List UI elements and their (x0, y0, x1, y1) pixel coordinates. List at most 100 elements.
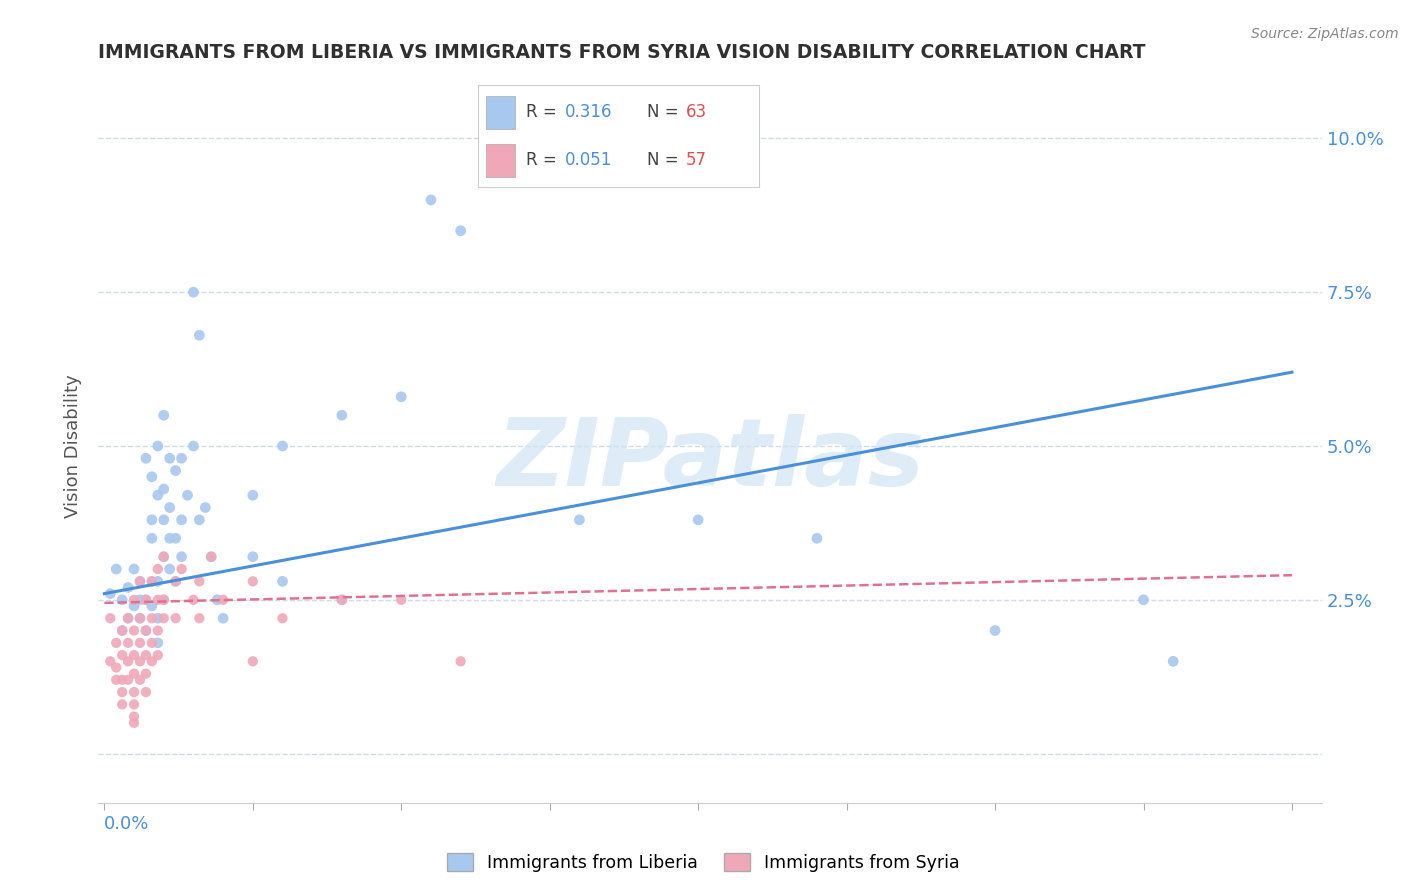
Point (152, 409, 174, 423)
Text: IMMIGRANTS FROM LIBERIA VS IMMIGRANTS FROM SYRIA VISION DISABILITY CORRELATION C: IMMIGRANTS FROM LIBERIA VS IMMIGRANTS FR… (98, 44, 1146, 62)
Point (188, 611, 211, 625)
Point (111, 592, 134, 607)
Point (117, 654, 139, 668)
Text: 0.0%: 0.0% (104, 815, 149, 833)
Point (146, 636, 169, 650)
Legend: Immigrants from Liberia, Immigrants from Syria: Immigrants from Liberia, Immigrants from… (440, 847, 966, 879)
Point (122, 562, 145, 576)
Point (129, 574, 152, 589)
Point (146, 624, 169, 638)
Point (111, 624, 134, 638)
Point (135, 592, 157, 607)
Point (135, 685, 157, 699)
Point (450, 654, 472, 668)
Point (122, 592, 145, 607)
Point (146, 488, 169, 502)
Point (568, 513, 591, 527)
Point (117, 581, 139, 595)
Point (183, 592, 205, 607)
Point (122, 698, 145, 712)
Point (111, 624, 134, 638)
Point (122, 648, 145, 662)
Point (200, 549, 222, 564)
Point (135, 624, 157, 638)
Point (152, 549, 174, 564)
Point (389, 592, 412, 607)
Point (165, 574, 187, 589)
Point (105, 673, 128, 687)
Point (146, 439, 169, 453)
Point (135, 592, 157, 607)
Point (141, 469, 163, 483)
Point (389, 390, 412, 404)
Y-axis label: Vision Disability: Vision Disability (65, 374, 83, 518)
Text: R =: R = (526, 151, 562, 169)
Point (165, 464, 187, 478)
Point (242, 549, 264, 564)
Point (242, 654, 264, 668)
Point (152, 592, 174, 607)
Point (141, 611, 163, 625)
Point (122, 709, 145, 723)
Point (111, 648, 134, 662)
Text: N =: N = (647, 151, 683, 169)
Point (188, 574, 211, 589)
Point (122, 599, 145, 613)
Point (688, 513, 710, 527)
Point (135, 648, 157, 662)
Point (117, 611, 139, 625)
Point (141, 654, 163, 668)
Point (129, 592, 152, 607)
Point (135, 624, 157, 638)
Point (111, 673, 134, 687)
Point (170, 549, 193, 564)
Point (129, 636, 152, 650)
Point (330, 409, 353, 423)
Point (200, 549, 222, 564)
Point (212, 611, 235, 625)
Point (98, 611, 121, 625)
Point (984, 624, 1007, 638)
FancyBboxPatch shape (486, 96, 515, 128)
Point (129, 654, 152, 668)
Point (141, 574, 163, 589)
Point (117, 611, 139, 625)
Point (183, 439, 205, 453)
Point (141, 513, 163, 527)
Point (105, 660, 128, 674)
Point (152, 592, 174, 607)
Point (330, 592, 353, 607)
Point (176, 488, 198, 502)
Point (159, 562, 181, 576)
Point (141, 599, 163, 613)
Point (194, 500, 217, 515)
Text: 0.316: 0.316 (565, 103, 613, 121)
Point (146, 562, 169, 576)
Point (129, 574, 152, 589)
Point (129, 611, 152, 625)
Point (170, 451, 193, 466)
Point (111, 685, 134, 699)
Point (111, 698, 134, 712)
Point (141, 531, 163, 545)
Point (170, 562, 193, 576)
Point (152, 549, 174, 564)
Point (117, 673, 139, 687)
Point (141, 574, 163, 589)
Point (122, 685, 145, 699)
Point (146, 648, 169, 662)
Point (129, 611, 152, 625)
Text: 57: 57 (686, 151, 707, 169)
Text: N =: N = (647, 103, 683, 121)
Point (105, 636, 128, 650)
Point (122, 666, 145, 681)
Text: 63: 63 (686, 103, 707, 121)
Text: 0.051: 0.051 (565, 151, 613, 169)
Point (330, 592, 353, 607)
Point (105, 562, 128, 576)
Point (135, 666, 157, 681)
Point (420, 193, 443, 207)
Point (205, 592, 228, 607)
Text: Source: ZipAtlas.com: Source: ZipAtlas.com (1251, 27, 1399, 41)
Text: R =: R = (526, 103, 562, 121)
